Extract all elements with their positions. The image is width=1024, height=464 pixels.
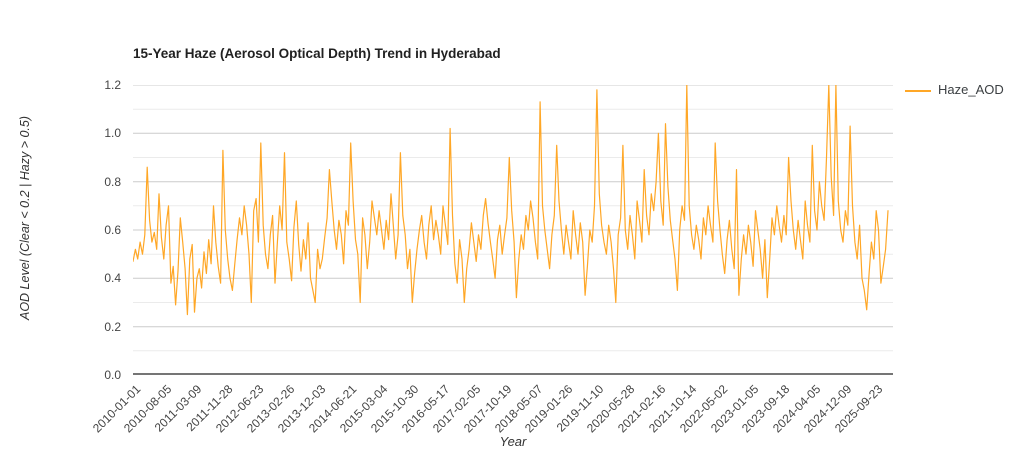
y-tick-label: 0.4 <box>104 271 121 286</box>
plot-area <box>132 84 893 375</box>
chart-title: 15-Year Haze (Aerosol Optical Depth) Tre… <box>133 46 501 61</box>
y-tick-label: 0.6 <box>104 223 121 237</box>
legend-label: Haze_AOD <box>938 82 1004 97</box>
y-axis-title: AOD Level (Clear < 0.2 | Hazy > 0.5) <box>18 115 32 321</box>
y-tick-label: 0.0 <box>104 368 121 382</box>
y-tick-label: 0.2 <box>104 319 121 334</box>
y-tick-label: 1.0 <box>104 126 121 141</box>
y-tick-label: 1.2 <box>104 78 121 92</box>
y-tick-label: 0.8 <box>104 174 121 189</box>
legend-line-swatch-icon <box>905 90 931 92</box>
x-axis-title: Year <box>499 434 527 449</box>
line-series-haze-aod <box>132 84 893 375</box>
